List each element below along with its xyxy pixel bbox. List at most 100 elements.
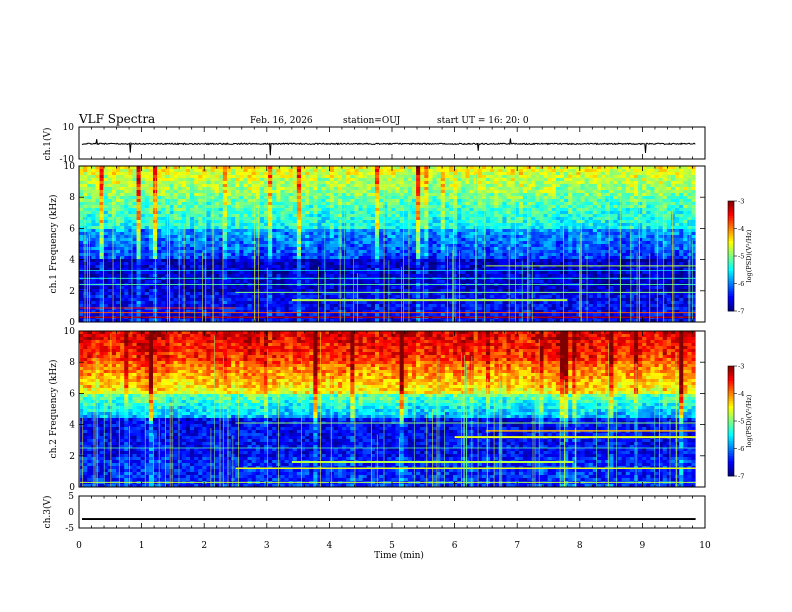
spectrogram-cell [91, 238, 96, 241]
spectrogram-cell [363, 181, 368, 184]
spectrogram-cell [679, 229, 684, 232]
spectrogram-cell [445, 235, 450, 238]
spectrogram-cell [100, 166, 105, 169]
spectrogram-cell [552, 169, 557, 172]
spectrogram-cell [383, 175, 388, 178]
spectrogram-cell [556, 208, 561, 211]
spectrogram-cell [342, 193, 347, 196]
spectrogram-cell [634, 193, 639, 196]
spectrogram-cell [609, 241, 614, 244]
spectrogram-cell [638, 181, 643, 184]
spectrogram-cell [564, 208, 569, 211]
spectrogram-cell [231, 196, 236, 199]
spectrogram-cell [182, 187, 187, 190]
spectrogram-cell [379, 244, 384, 247]
spectrogram-cell [359, 241, 364, 244]
spectrogram-cell [391, 253, 396, 256]
spectrogram-cell [178, 217, 183, 220]
spectrogram-cell [120, 184, 125, 187]
spectrogram-cell [190, 238, 195, 241]
spectrogram-cell [215, 235, 220, 238]
spectrogram-cell [305, 205, 310, 208]
spectrogram-cell [313, 232, 318, 235]
spectrogram-cell [301, 235, 306, 238]
spectrogram-cell [272, 235, 277, 238]
spectrogram-cell [609, 181, 614, 184]
spectrogram-cell [289, 199, 294, 202]
spectrogram-cell [589, 187, 594, 190]
spectrogram-cell [478, 184, 483, 187]
spectrogram-cell [383, 166, 388, 169]
spectrogram-cell [449, 178, 454, 181]
spectrogram-cell [490, 250, 495, 253]
spectrogram-cell [260, 211, 265, 214]
spectrogram-cell [482, 247, 487, 250]
spectrogram-cell [593, 181, 598, 184]
spectrogram-cell [256, 202, 261, 205]
spectrogram-cell [359, 229, 364, 232]
spectrogram-cell [560, 175, 565, 178]
spectrogram-cell [486, 214, 491, 217]
spectrogram-cell [523, 172, 528, 175]
spectrogram-cell [87, 229, 92, 232]
spectrogram-cell [585, 211, 590, 214]
spectrogram-cell [309, 256, 314, 259]
spectrogram-cell [609, 232, 614, 235]
spectrogram-cell [293, 211, 298, 214]
spectrogram-cell [433, 232, 438, 235]
spectrogram-cell [346, 235, 351, 238]
spectrogram-cell [276, 247, 281, 250]
spectrogram-cell [174, 238, 179, 241]
spectrogram-cell [79, 238, 84, 241]
spectrogram-cell [609, 202, 614, 205]
spectrogram-cell [330, 223, 335, 226]
spectrogram-cell [354, 250, 359, 253]
spectrogram-cell [420, 244, 425, 247]
spectrogram-cell [535, 253, 540, 256]
spectrogram-cell [169, 262, 174, 265]
spectrogram-cell [470, 247, 475, 250]
spectrogram-cell [523, 220, 528, 223]
spectrogram-cell [539, 235, 544, 238]
spectrogram-cell [104, 208, 109, 211]
spectrogram-cell [227, 256, 232, 259]
spectrogram-cell [437, 172, 442, 175]
spectrogram-cell [544, 196, 549, 199]
spectrogram-cell [149, 235, 154, 238]
spectrogram-cell [424, 205, 429, 208]
spectrogram-cell [593, 217, 598, 220]
spectrogram-cell [120, 175, 125, 178]
spectrogram-cell [116, 232, 121, 235]
spectrogram-cell [91, 217, 96, 220]
spectrogram-cell [560, 211, 565, 214]
spectrogram-cell [305, 244, 310, 247]
spectrogram-cell [91, 193, 96, 196]
spectrogram-cell [445, 193, 450, 196]
spectrogram-cell [145, 220, 150, 223]
spectrogram-cell [465, 214, 470, 217]
spectrogram-cell [433, 175, 438, 178]
spectrogram-cell [252, 226, 257, 229]
spectrogram-cell [202, 229, 207, 232]
spectrogram-cell [457, 211, 462, 214]
spectrogram-cell [375, 229, 380, 232]
spectrogram-cell [683, 181, 688, 184]
spectrogram-cell [334, 247, 339, 250]
spectrogram-cell [305, 193, 310, 196]
spectrogram-cell [465, 208, 470, 211]
spectrogram-cell [552, 181, 557, 184]
spectrogram-cell [149, 190, 154, 193]
spectrogram-cell [507, 232, 512, 235]
spectrogram-cell [330, 208, 335, 211]
spectrogram-cell [272, 181, 277, 184]
spectrogram-cell [260, 223, 265, 226]
spectrogram-cell [433, 247, 438, 250]
spectrogram-cell [428, 250, 433, 253]
spectrogram-cell [486, 247, 491, 250]
spectrogram-cell [235, 250, 240, 253]
spectrogram-cell [186, 175, 191, 178]
spectrogram-cell [449, 235, 454, 238]
spectrogram-cell [248, 166, 253, 169]
spectrogram-cell [264, 178, 269, 181]
spectrogram-cell [576, 172, 581, 175]
